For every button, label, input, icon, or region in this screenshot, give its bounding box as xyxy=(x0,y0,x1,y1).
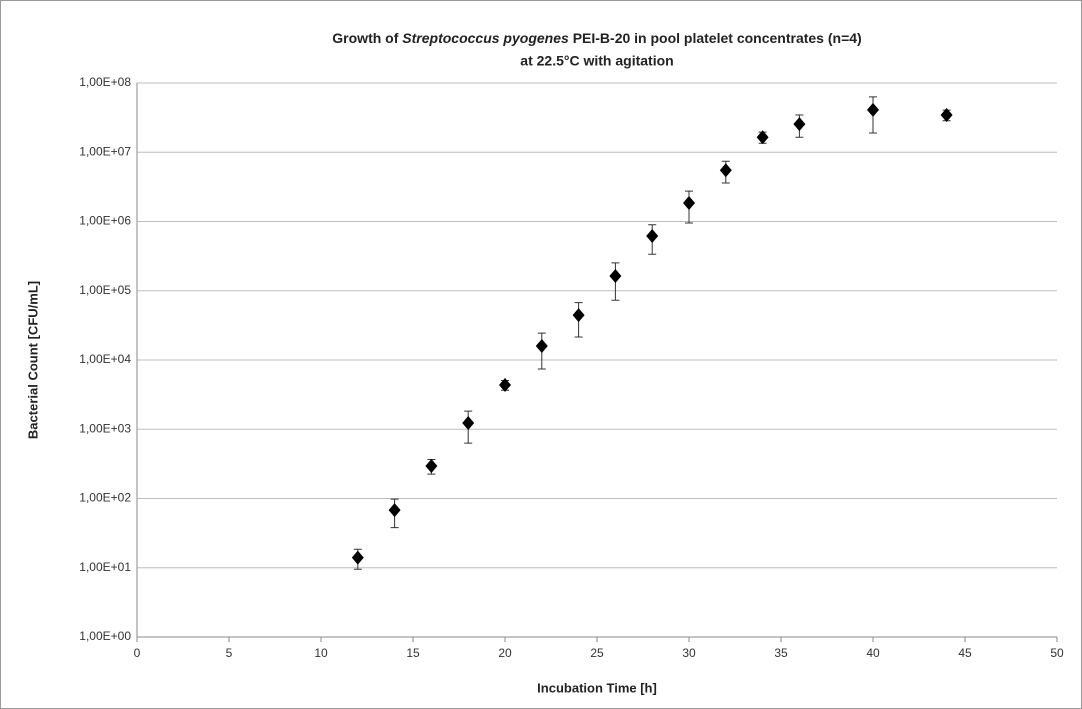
x-tick-label: 25 xyxy=(590,646,604,660)
data-point xyxy=(572,308,585,323)
y-tick-label: 1,00E+03 xyxy=(79,421,131,435)
x-tick-label: 15 xyxy=(406,646,420,660)
data-point xyxy=(867,102,879,117)
y-tick-label: 1,00E+04 xyxy=(79,352,131,366)
title-part: Growth of xyxy=(332,30,398,46)
x-tick-label: 10 xyxy=(314,646,328,660)
data-point xyxy=(388,503,401,518)
x-axis-title: Incubation Time [h] xyxy=(537,680,657,695)
title-part: PEI-B-20 in pool platelet concentrates (… xyxy=(573,30,862,46)
data-point xyxy=(683,195,695,210)
chart-subtitle: at 22.5°C with agitation xyxy=(520,53,673,69)
y-tick-label: 1,00E+00 xyxy=(79,629,131,643)
data-point xyxy=(351,550,364,565)
data-point xyxy=(940,108,953,123)
y-tick-label: 1,00E+06 xyxy=(79,214,131,228)
x-tick-label: 20 xyxy=(498,646,512,660)
data-point xyxy=(499,377,511,392)
x-tick-label: 35 xyxy=(774,646,788,660)
chart-title: Growth of Streptococcus pyogenes PEI-B-2… xyxy=(332,30,861,46)
x-tick-label: 5 xyxy=(226,646,233,660)
data-point xyxy=(646,229,659,244)
x-tick-label: 40 xyxy=(866,646,880,660)
y-tick-label: 1,00E+05 xyxy=(79,283,131,297)
y-tick-label: 1,00E+08 xyxy=(79,75,131,89)
title-italic: Streptococcus pyogenes xyxy=(402,30,569,46)
data-point xyxy=(719,163,732,178)
data-point xyxy=(535,339,548,354)
y-axis-title: Bacterial Count [CFU/mL] xyxy=(25,281,40,439)
x-tick-label: 50 xyxy=(1050,646,1064,660)
x-tick-label: 45 xyxy=(958,646,972,660)
data-point xyxy=(609,269,622,284)
data-point xyxy=(756,130,769,145)
x-tick-label: 0 xyxy=(134,646,141,660)
x-tick-label: 30 xyxy=(682,646,696,660)
data-point xyxy=(462,416,475,431)
data-point xyxy=(793,117,806,132)
y-tick-label: 1,00E+07 xyxy=(79,144,131,158)
y-tick-label: 1,00E+02 xyxy=(79,491,131,505)
data-point xyxy=(425,458,438,473)
y-tick-label: 1,00E+01 xyxy=(79,560,131,574)
